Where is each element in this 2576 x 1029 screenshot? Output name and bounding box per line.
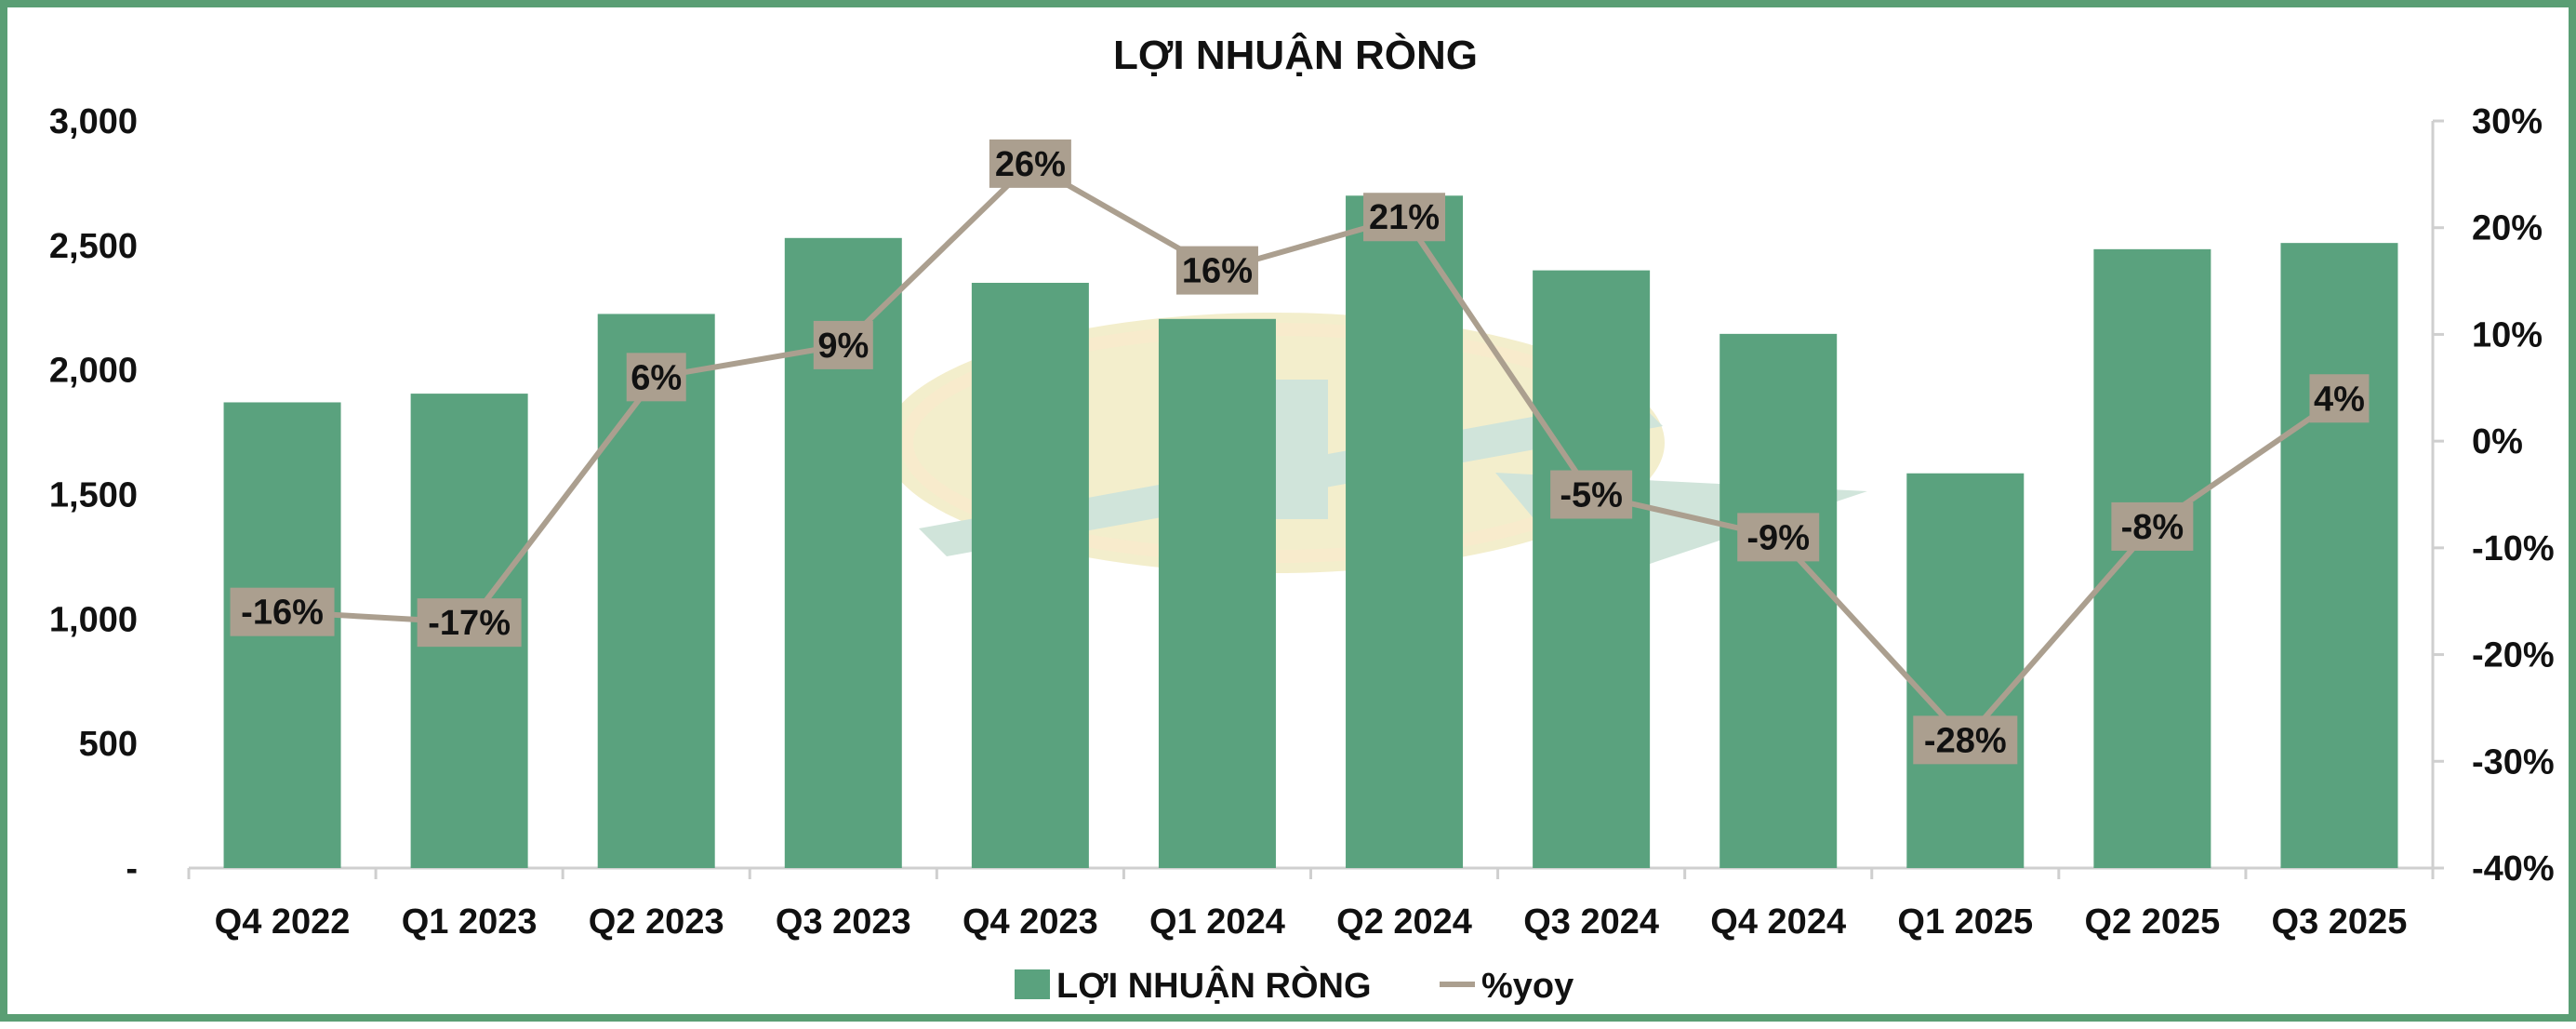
yoy-line — [282, 160, 2342, 743]
left-tick-label: 1,500 — [49, 476, 138, 515]
data-label: -5% — [1560, 476, 1623, 515]
right-tick-label: 0% — [2472, 422, 2523, 461]
data-label-box — [989, 139, 1071, 188]
legend-bar-label: LỢI NHUẬN RÒNG — [1056, 965, 1372, 1006]
bar — [1533, 270, 1651, 869]
bar — [2093, 248, 2211, 868]
chart: LỢI NHUẬN RÒNG - 500 1,000 1,500 2,000 2,500 3… — [49, 32, 2555, 1006]
data-label-box — [1737, 513, 1820, 562]
right-tick-label: 20% — [2472, 209, 2543, 248]
category-label: Q1 2023 — [402, 902, 538, 942]
data-label: -16% — [241, 594, 324, 633]
left-tick-label: 2,000 — [49, 352, 138, 391]
category-label: Q3 2023 — [776, 902, 911, 942]
legend-bar-swatch — [1015, 969, 1050, 999]
data-label-box — [2309, 374, 2370, 423]
category-label: Q2 2025 — [2084, 902, 2220, 942]
data-label: 9% — [817, 327, 869, 366]
category-label: Q4 2023 — [963, 902, 1098, 942]
chart-title: LỢI NHUẬN RÒNG — [1113, 32, 1478, 78]
bar — [1906, 473, 2025, 868]
data-label: -8% — [2121, 508, 2184, 547]
data-label-box — [813, 320, 873, 369]
category-label: Q2 2023 — [589, 902, 724, 942]
category-label: Q4 2024 — [1710, 902, 1846, 942]
category-labels: Q4 2022 Q1 2023 Q2 2023 Q3 2023 Q4 2023 Q1 20… — [215, 902, 2408, 942]
bar — [597, 314, 715, 869]
left-axis: - 500 1,000 1,500 2,000 2,500 3,000 — [49, 102, 138, 889]
category-label: Q1 2025 — [1897, 902, 2033, 942]
bar — [2280, 243, 2398, 868]
left-tick-label: 3,000 — [49, 102, 138, 141]
bar — [1346, 195, 1464, 869]
right-tick-label: -10% — [2472, 529, 2555, 568]
data-label: -9% — [1746, 518, 1810, 557]
bar — [971, 282, 1089, 868]
category-label: Q1 2024 — [1149, 902, 1285, 942]
data-label-box — [1550, 470, 1633, 519]
legend-line-label: %yoy — [1481, 967, 1573, 1006]
data-label-box — [1363, 193, 1446, 242]
data-label-box — [1913, 715, 2018, 765]
data-label: 26% — [995, 145, 1066, 184]
right-tick-label: 10% — [2472, 315, 2543, 354]
data-label: 21% — [1369, 198, 1440, 237]
data-label-box — [230, 587, 335, 636]
left-tick-label: 500 — [79, 725, 138, 764]
data-label-box — [417, 598, 522, 648]
data-label: 6% — [631, 358, 682, 397]
data-label-box — [626, 353, 686, 402]
right-tick-label: -40% — [2472, 849, 2555, 889]
bar — [1158, 318, 1276, 868]
right-tick-label: -30% — [2472, 742, 2555, 782]
right-axis: -40% -30% -20% -10% 0% 10% 20% 30% — [2433, 102, 2555, 889]
bar — [1720, 333, 1838, 869]
left-tick-label: 2,500 — [49, 227, 138, 266]
data-label: 4% — [2314, 380, 2365, 419]
category-label: Q2 2024 — [1336, 902, 1472, 942]
data-label: -17% — [428, 604, 511, 643]
data-label-box — [2111, 501, 2194, 551]
category-label: Q3 2025 — [2272, 902, 2408, 942]
left-tick-label: 1,000 — [49, 600, 138, 639]
category-label: Q3 2024 — [1523, 902, 1659, 942]
data-label: -28% — [1924, 721, 2007, 760]
legend: LỢI NHUẬN RÒNG %yoy — [1015, 965, 1573, 1006]
x-axis-ticks — [187, 868, 2435, 879]
category-label: Q4 2022 — [215, 902, 351, 942]
data-label: 16% — [1182, 252, 1253, 291]
bar-series — [223, 195, 2398, 869]
data-label-box — [1175, 246, 1258, 295]
right-tick-label: -20% — [2472, 636, 2555, 675]
left-tick-label: - — [126, 849, 138, 889]
right-tick-label: 30% — [2472, 102, 2543, 141]
data-labels: -16% -17% 6% 9% 26% 16% 21% -5% -9% -28% -8% 4% — [230, 139, 2370, 765]
